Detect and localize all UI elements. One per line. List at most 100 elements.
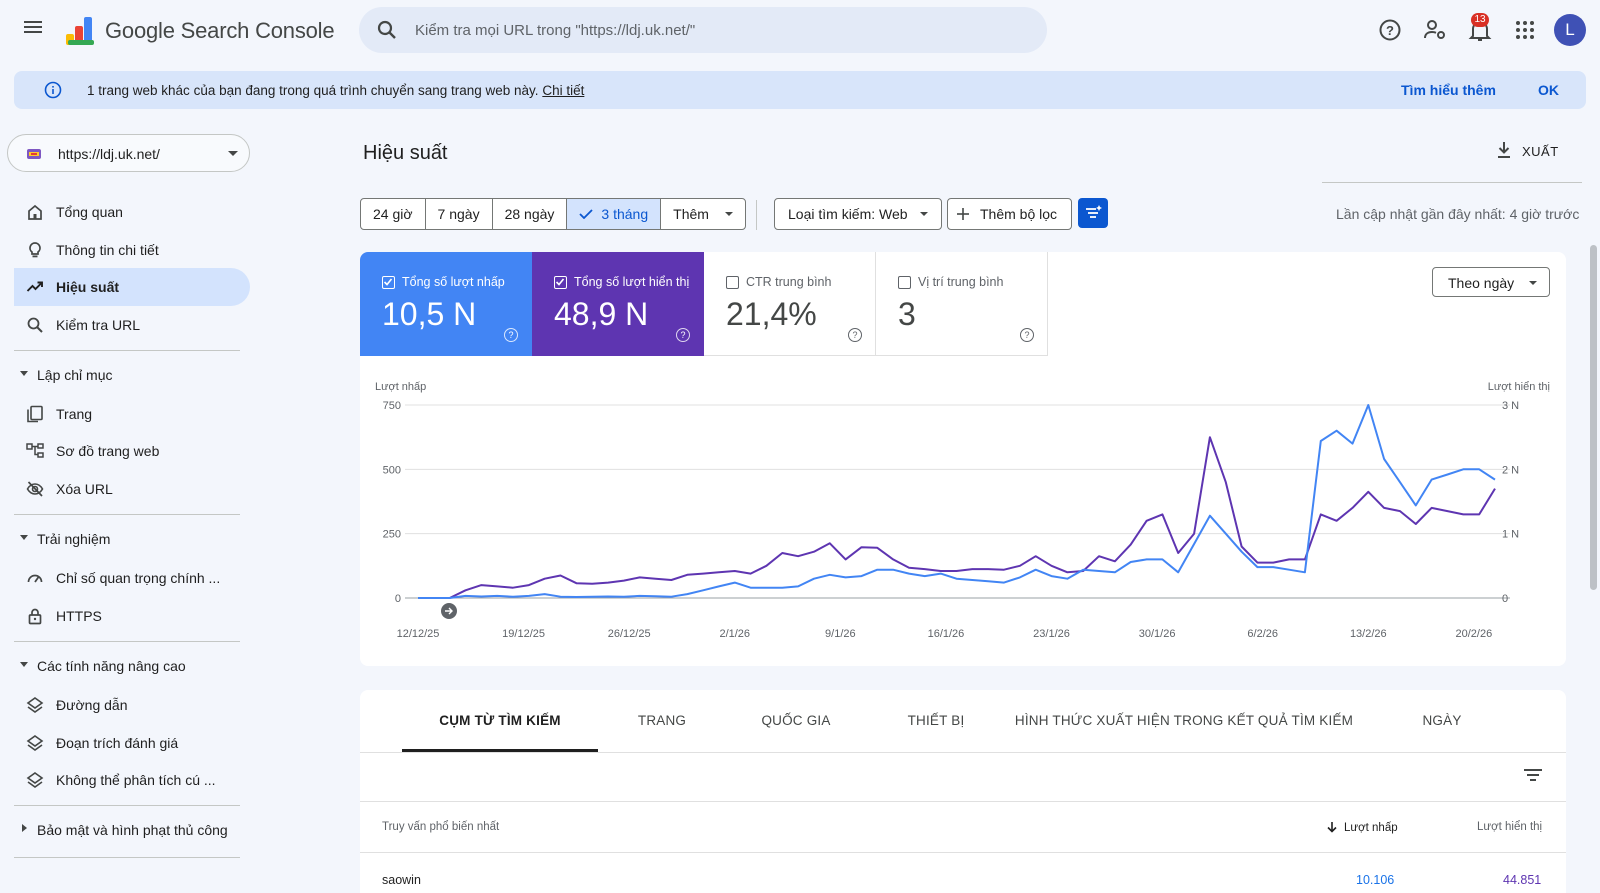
sidebar-item-label: Xóa URL [56,481,113,497]
check-icon [579,209,594,219]
metric-average-position[interactable]: Vị trí trung bình 3 ? [876,252,1048,356]
sidebar-item-review-snippets[interactable]: Đoạn trích đánh giá [14,724,250,762]
caret-down-icon [1529,281,1537,285]
filter-list-icon[interactable] [1522,766,1544,784]
y-right-axis-label: Lượt hiển thị [1488,381,1550,393]
learn-more-link[interactable]: Tìm hiểu thêm [1401,82,1496,98]
sidebar-item-breadcrumbs[interactable]: Đường dẫn [14,686,250,724]
series-line-impressions [418,436,1496,599]
nav-divider [14,350,240,351]
range-7d[interactable]: 7 ngày [426,199,493,229]
y-left-tick-label: 500 [383,464,401,476]
performance-line-chart: Lượt nhấp Lượt hiển thị 750 3 N 500 2 N 250 1… [375,381,1550,640]
avatar[interactable]: L [1554,14,1586,46]
tab-search-appearance[interactable]: HÌNH THỨC XUẤT HIỆN TRONG KẾT QUẢ TÌM KI… [1014,713,1354,728]
help-icon[interactable]: ? [1377,17,1403,43]
lock-icon [28,608,42,625]
sidebar-item-overview[interactable]: Tổng quan [14,193,250,231]
tab-devices[interactable]: THIẾT BỊ [907,713,965,728]
search-type-dropdown[interactable]: Loại tìm kiếm: Web [774,198,942,230]
chart-y-ticks: 750 3 N 500 2 N 250 1 N 0 0 [383,400,1520,605]
annotation-marker[interactable] [441,603,457,619]
main-menu-icon[interactable] [20,18,46,44]
help-icon[interactable]: ? [1020,328,1034,342]
sidebar-item-https[interactable]: HTTPS [14,597,250,635]
url-inspect-input[interactable] [415,21,1015,39]
checkbox-checked-icon [554,276,567,289]
metric-value: 21,4% [726,296,817,332]
sidebar-section-indexing[interactable]: Lập chỉ mục [14,358,250,392]
chevron-down-icon [228,151,238,156]
arrow-right-icon [445,607,453,615]
top-bar: Google Search Console ? 13 L [0,0,1600,62]
chart-x-ticks: 12/12/25 19/12/25 26/12/25 2/1/26 9/1/26 16/1… [397,628,1493,640]
sidebar-item-unparsable[interactable]: Không thể phân tích cú ... [14,761,250,799]
add-filter-button[interactable]: Thêm bộ lọc [947,198,1073,230]
account-settings-icon[interactable] [1422,17,1448,43]
help-icon[interactable]: ? [676,328,690,342]
lightbulb-icon [29,242,41,258]
sidebar-item-label: Chỉ số quan trọng chính ... [56,570,221,586]
url-inspect-search[interactable] [359,7,1047,53]
chart-gridlines [405,404,1510,599]
granularity-dropdown[interactable]: Theo ngày [1432,267,1550,297]
sidebar-item-label: Tổng quan [56,204,123,220]
sidebar-section-label: Lập chỉ mục [37,367,113,383]
y-right-tick-label: 1 N [1502,529,1519,541]
trending-up-icon [26,281,43,292]
column-header-impressions[interactable]: Lượt hiển thị [1477,821,1543,833]
migration-banner: 1 trang web khác của bạn đang trong quá … [14,71,1586,109]
banner-ok-button[interactable]: OK [1538,82,1559,98]
filter-sparkle-icon [1086,205,1102,218]
sidebar-item-performance[interactable]: Hiệu suất [14,268,250,306]
sidebar-item-label: HTTPS [56,608,102,624]
sidebar-item-insights[interactable]: Thông tin chi tiết [14,231,250,269]
search-icon [27,317,43,333]
metric-value: 48,9 N [554,296,649,332]
sidebar-item-core-web-vitals[interactable]: Chỉ số quan trọng chính ... [14,559,250,597]
sidebar-item-sitemaps[interactable]: Sơ đồ trang web [14,432,250,470]
nav-divider [14,514,240,515]
metric-total-clicks[interactable]: Tổng số lượt nhấp 10,5 N ? [360,252,532,356]
banner-detail-link[interactable]: Chi tiết [542,83,585,98]
column-header-query[interactable]: Truy vấn phổ biến nhất [382,821,500,833]
sidebar-item-url-inspection[interactable]: Kiểm tra URL [14,306,250,344]
apps-grid-icon[interactable] [1512,17,1538,43]
range-24h[interactable]: 24 giờ [361,199,426,229]
filter-settings-button[interactable] [1078,198,1108,228]
range-more[interactable]: Thêm [661,199,745,229]
speed-icon [27,574,43,583]
caret-down-icon [20,371,28,376]
tab-queries[interactable]: CỤM TỪ TÌM KIẾM [402,690,598,752]
site-favicon [27,149,41,159]
y-left-tick-label: 250 [383,529,401,541]
sidebar-section-security[interactable]: Bảo mật và hình phạt thủ công [14,813,250,847]
banner-message: 1 trang web khác của bạn đang trong quá … [87,83,584,98]
sidebar-section-experience[interactable]: Trải nghiệm [14,522,250,556]
tab-pages[interactable]: TRANG [637,713,687,728]
sidebar-section-label: Các tính năng nâng cao [37,658,186,674]
sidebar-item-label: Trang [56,406,93,422]
sidebar-item-label: Sơ đồ trang web [56,443,160,459]
column-header-clicks[interactable]: Lượt nhấp [1326,821,1398,834]
tab-dates[interactable]: NGÀY [1422,713,1462,728]
sidebar-item-pages[interactable]: Trang [14,395,250,433]
help-icon[interactable]: ? [848,328,862,342]
column-header-clicks-label: Lượt nhấp [1344,822,1398,834]
page-scrollbar[interactable] [1590,245,1597,590]
date-range-selector: 24 giờ 7 ngày 28 ngày 3 tháng Thêm [360,198,746,230]
range-28d[interactable]: 28 ngày [493,199,568,229]
metric-total-impressions[interactable]: Tổng số lượt hiển thị 48,9 N ? [532,252,704,356]
sidebar-section-enhancements[interactable]: Các tính năng nâng cao [14,649,250,683]
divider [1322,182,1582,183]
range-3m-label: 3 tháng [601,206,649,222]
sidebar-item-removals[interactable]: Xóa URL [14,470,250,508]
tab-countries[interactable]: QUỐC GIA [761,713,831,728]
help-icon[interactable]: ? [504,328,518,342]
pages-icon [27,405,43,423]
range-3m[interactable]: 3 tháng [567,199,662,229]
search-console-logo[interactable] [64,14,98,48]
caret-down-icon [724,212,733,216]
property-selector[interactable]: https://ldj.uk.net/ [7,134,250,172]
metric-average-ctr[interactable]: CTR trung bình 21,4% ? [704,252,876,356]
